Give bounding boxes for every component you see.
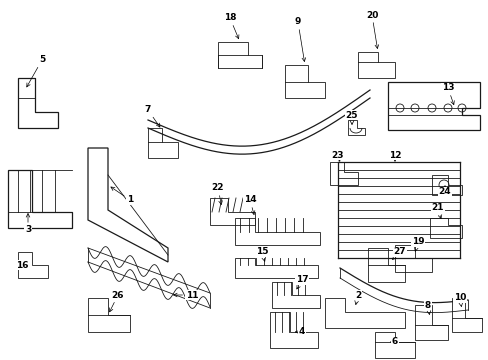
Text: 1: 1	[111, 187, 133, 204]
Text: 17: 17	[295, 275, 307, 289]
Text: 18: 18	[224, 13, 239, 39]
Text: 15: 15	[255, 248, 268, 261]
Text: 2: 2	[354, 291, 360, 305]
Text: 21: 21	[431, 203, 443, 219]
Text: 8: 8	[424, 301, 430, 315]
Text: 19: 19	[411, 238, 424, 251]
Text: 12: 12	[388, 150, 401, 161]
Text: 6: 6	[390, 338, 397, 346]
Text: 14: 14	[243, 195, 256, 215]
Text: 22: 22	[211, 184, 224, 204]
Text: 13: 13	[441, 84, 453, 105]
Text: 11: 11	[173, 291, 198, 300]
Text: 3: 3	[25, 213, 31, 234]
Text: 23: 23	[331, 150, 344, 161]
Text: 4: 4	[295, 328, 305, 337]
Text: 20: 20	[365, 10, 378, 49]
Text: 24: 24	[438, 186, 450, 197]
Text: 27: 27	[392, 248, 406, 260]
Text: 5: 5	[27, 55, 45, 87]
Text: 16: 16	[16, 261, 28, 270]
Text: 25: 25	[345, 111, 358, 125]
Text: 9: 9	[294, 18, 305, 62]
Text: 26: 26	[109, 291, 124, 312]
Text: 7: 7	[144, 105, 160, 127]
Text: 10: 10	[453, 293, 465, 306]
